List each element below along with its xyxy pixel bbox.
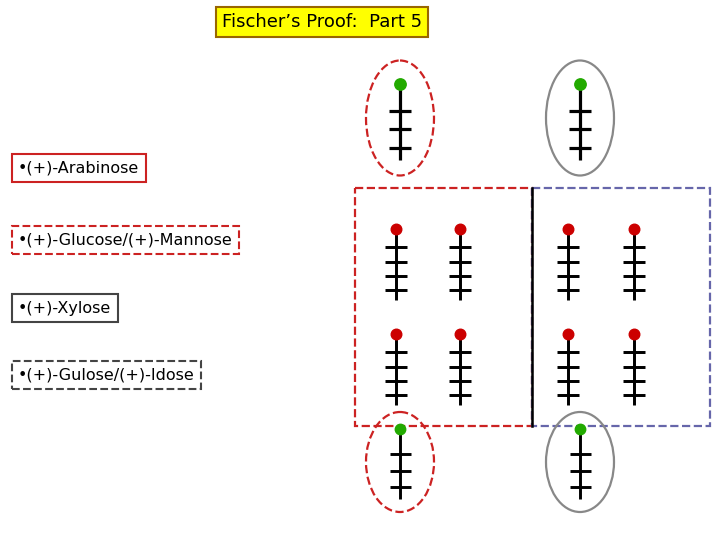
Text: •(+)-Arabinose: •(+)-Arabinose xyxy=(18,160,139,176)
Text: •(+)-Glucose/(+)-Mannose: •(+)-Glucose/(+)-Mannose xyxy=(18,233,233,247)
Text: •(+)-Xylose: •(+)-Xylose xyxy=(18,300,112,315)
Text: Fischer’s Proof:  Part 5: Fischer’s Proof: Part 5 xyxy=(222,13,422,31)
Text: •(+)-Gulose/(+)-Idose: •(+)-Gulose/(+)-Idose xyxy=(18,368,194,382)
